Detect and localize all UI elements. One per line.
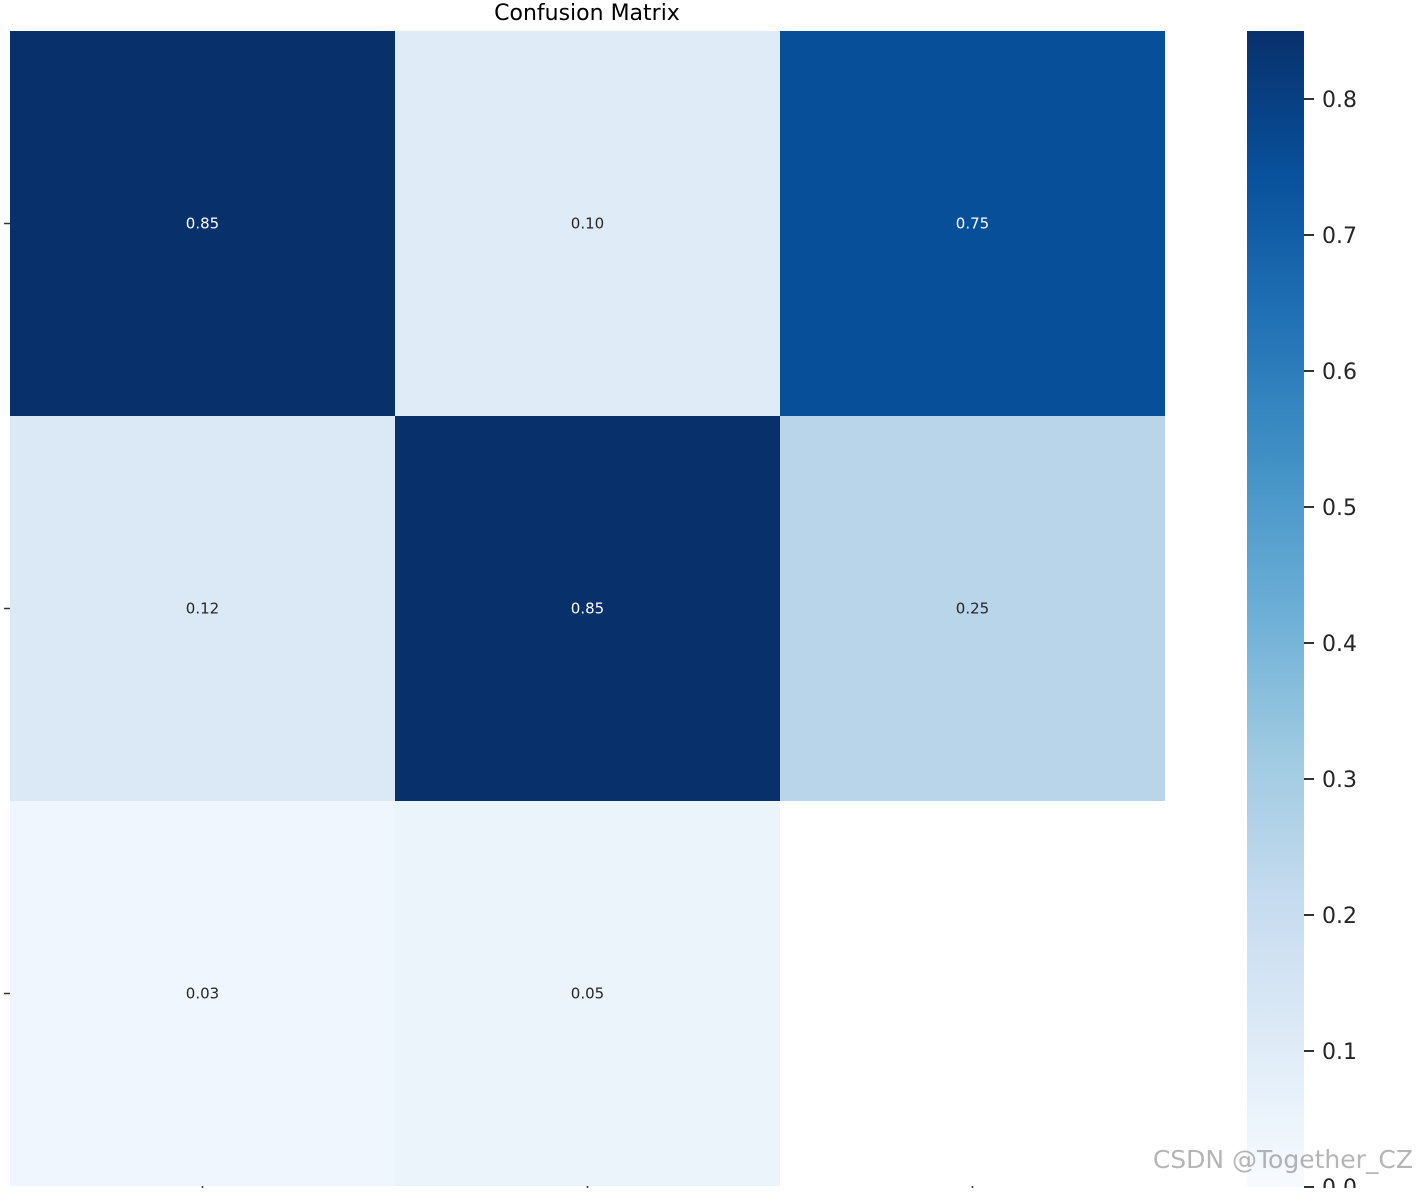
colorbar <box>1247 31 1304 1187</box>
heatmap-cell-labels: 0.85 0.10 0.75 0.12 0.85 0.25 0.03 0.05 <box>186 215 989 1003</box>
watermark-text: CSDN @Together_CZ <box>1152 1145 1413 1174</box>
colorbar-tick-label: 0.5 <box>1322 496 1357 521</box>
y-axis-ticks <box>4 222 10 995</box>
chart-title: Confusion Matrix <box>494 1 680 26</box>
cell-label: 0.03 <box>186 985 219 1003</box>
colorbar-tick-label: 0.4 <box>1322 632 1357 657</box>
colorbar-tick-label: 0.2 <box>1322 904 1357 929</box>
heatmap-cell <box>780 416 1165 801</box>
colorbar-ticks: 0.0 0.1 0.2 0.3 0.4 0.5 0.6 0.7 0.8 <box>1304 88 1357 1192</box>
heatmap-cell <box>10 416 395 801</box>
colorbar-tick-label: 0.8 <box>1322 88 1357 113</box>
cell-label: 0.10 <box>571 215 604 233</box>
colorbar-tick-label: 0.3 <box>1322 768 1357 793</box>
colorbar-tick-label: 0.1 <box>1322 1040 1357 1065</box>
heatmap-cell <box>10 31 395 416</box>
cell-label: 0.85 <box>571 600 604 618</box>
cell-label: 0.75 <box>956 215 989 233</box>
heatmap-cell <box>395 801 780 1186</box>
heatmap-cell <box>395 31 780 416</box>
cell-label: 0.85 <box>186 215 219 233</box>
colorbar-tick-label: 0.7 <box>1322 224 1357 249</box>
cell-label: 0.12 <box>186 600 219 618</box>
heatmap-cell <box>395 416 780 801</box>
heatmap-cells <box>10 31 1165 1186</box>
cell-label: 0.25 <box>956 600 989 618</box>
colorbar-tick-label: 0.0 <box>1322 1176 1357 1188</box>
heatmap-cell <box>780 31 1165 416</box>
cell-label: 0.05 <box>571 985 604 1003</box>
colorbar-tick-label: 0.6 <box>1322 360 1357 385</box>
heatmap-cell <box>10 801 395 1186</box>
